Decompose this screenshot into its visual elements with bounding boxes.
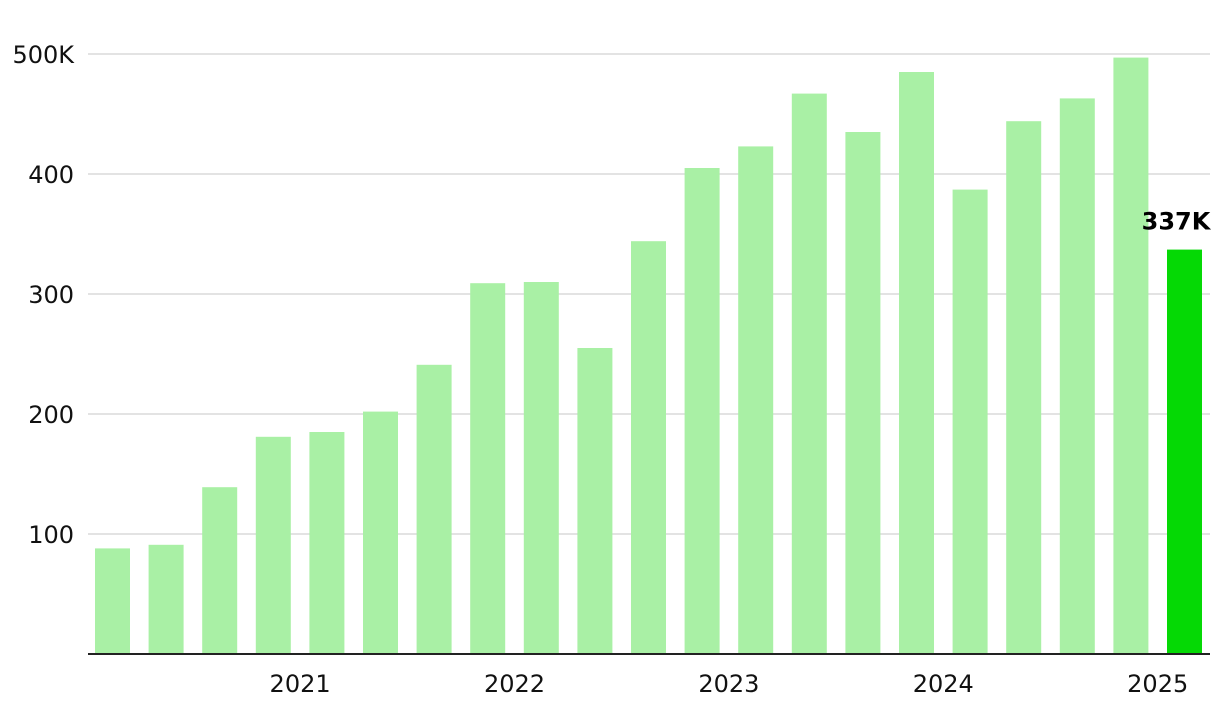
bar: [1113, 57, 1149, 655]
x-tick-label: 2024: [913, 670, 974, 698]
bar: [577, 348, 613, 654]
y-tick-label: 500K: [12, 41, 75, 69]
bar: [202, 487, 238, 654]
bar: [845, 132, 881, 654]
bar: [952, 189, 988, 654]
bar: [1059, 98, 1095, 654]
x-axis-ticks: 2021 2022 2023 2024 2025: [270, 670, 1189, 698]
value-labels: 337K: [1142, 208, 1212, 236]
bar: [791, 93, 827, 655]
highlight-value-label: 337K: [1142, 208, 1212, 236]
y-tick-label: 300: [28, 281, 74, 309]
bar: [899, 72, 934, 654]
x-tick-label: 2025: [1127, 670, 1188, 698]
y-axis-ticks: 100 200 300 400 500K: [12, 41, 75, 549]
bar: [416, 364, 452, 654]
bar: [631, 241, 666, 654]
bar: [148, 544, 184, 654]
x-tick-label: 2022: [484, 670, 545, 698]
bar: [95, 548, 130, 654]
y-tick-label: 200: [28, 401, 74, 429]
x-tick-label: 2023: [698, 670, 759, 698]
highlight-bar: [1167, 249, 1202, 654]
y-tick-label: 400: [28, 161, 74, 189]
bar: [738, 146, 774, 654]
bar: [309, 432, 345, 654]
bar: [255, 436, 291, 654]
bars: [95, 57, 1202, 655]
bar: [684, 168, 720, 654]
y-tick-label: 100: [28, 521, 74, 549]
bar: [470, 283, 506, 654]
bar: [363, 411, 398, 654]
bar: [1006, 121, 1042, 654]
bar: [523, 282, 559, 654]
x-tick-label: 2021: [270, 670, 331, 698]
